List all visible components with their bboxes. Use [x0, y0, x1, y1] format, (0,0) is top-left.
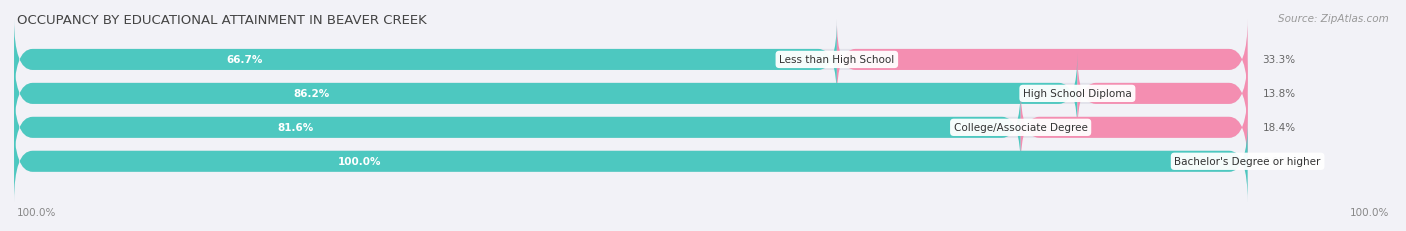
Text: High School Diploma: High School Diploma	[1024, 89, 1132, 99]
FancyBboxPatch shape	[14, 88, 1247, 168]
Text: 100.0%: 100.0%	[17, 207, 56, 217]
Text: 18.4%: 18.4%	[1263, 123, 1295, 133]
Text: 33.3%: 33.3%	[1263, 55, 1295, 65]
Text: 0.0%: 0.0%	[1263, 157, 1289, 167]
FancyBboxPatch shape	[14, 121, 1247, 202]
Text: 100.0%: 100.0%	[1350, 207, 1389, 217]
Text: 66.7%: 66.7%	[226, 55, 263, 65]
FancyBboxPatch shape	[14, 20, 1247, 100]
Text: Source: ZipAtlas.com: Source: ZipAtlas.com	[1278, 14, 1389, 24]
FancyBboxPatch shape	[14, 20, 837, 100]
FancyBboxPatch shape	[14, 88, 1021, 168]
Text: OCCUPANCY BY EDUCATIONAL ATTAINMENT IN BEAVER CREEK: OCCUPANCY BY EDUCATIONAL ATTAINMENT IN B…	[17, 14, 426, 27]
Legend: Owner-occupied, Renter-occupied: Owner-occupied, Renter-occupied	[515, 229, 742, 231]
Text: College/Associate Degree: College/Associate Degree	[953, 123, 1088, 133]
FancyBboxPatch shape	[1021, 88, 1247, 168]
Text: 13.8%: 13.8%	[1263, 89, 1295, 99]
FancyBboxPatch shape	[837, 20, 1247, 100]
Text: 86.2%: 86.2%	[294, 89, 330, 99]
Text: Less than High School: Less than High School	[779, 55, 894, 65]
Text: Bachelor's Degree or higher: Bachelor's Degree or higher	[1174, 157, 1320, 167]
Text: 81.6%: 81.6%	[278, 123, 314, 133]
FancyBboxPatch shape	[14, 121, 1247, 202]
Text: 100.0%: 100.0%	[337, 157, 381, 167]
FancyBboxPatch shape	[14, 54, 1077, 134]
FancyBboxPatch shape	[14, 54, 1247, 134]
FancyBboxPatch shape	[1077, 54, 1247, 134]
